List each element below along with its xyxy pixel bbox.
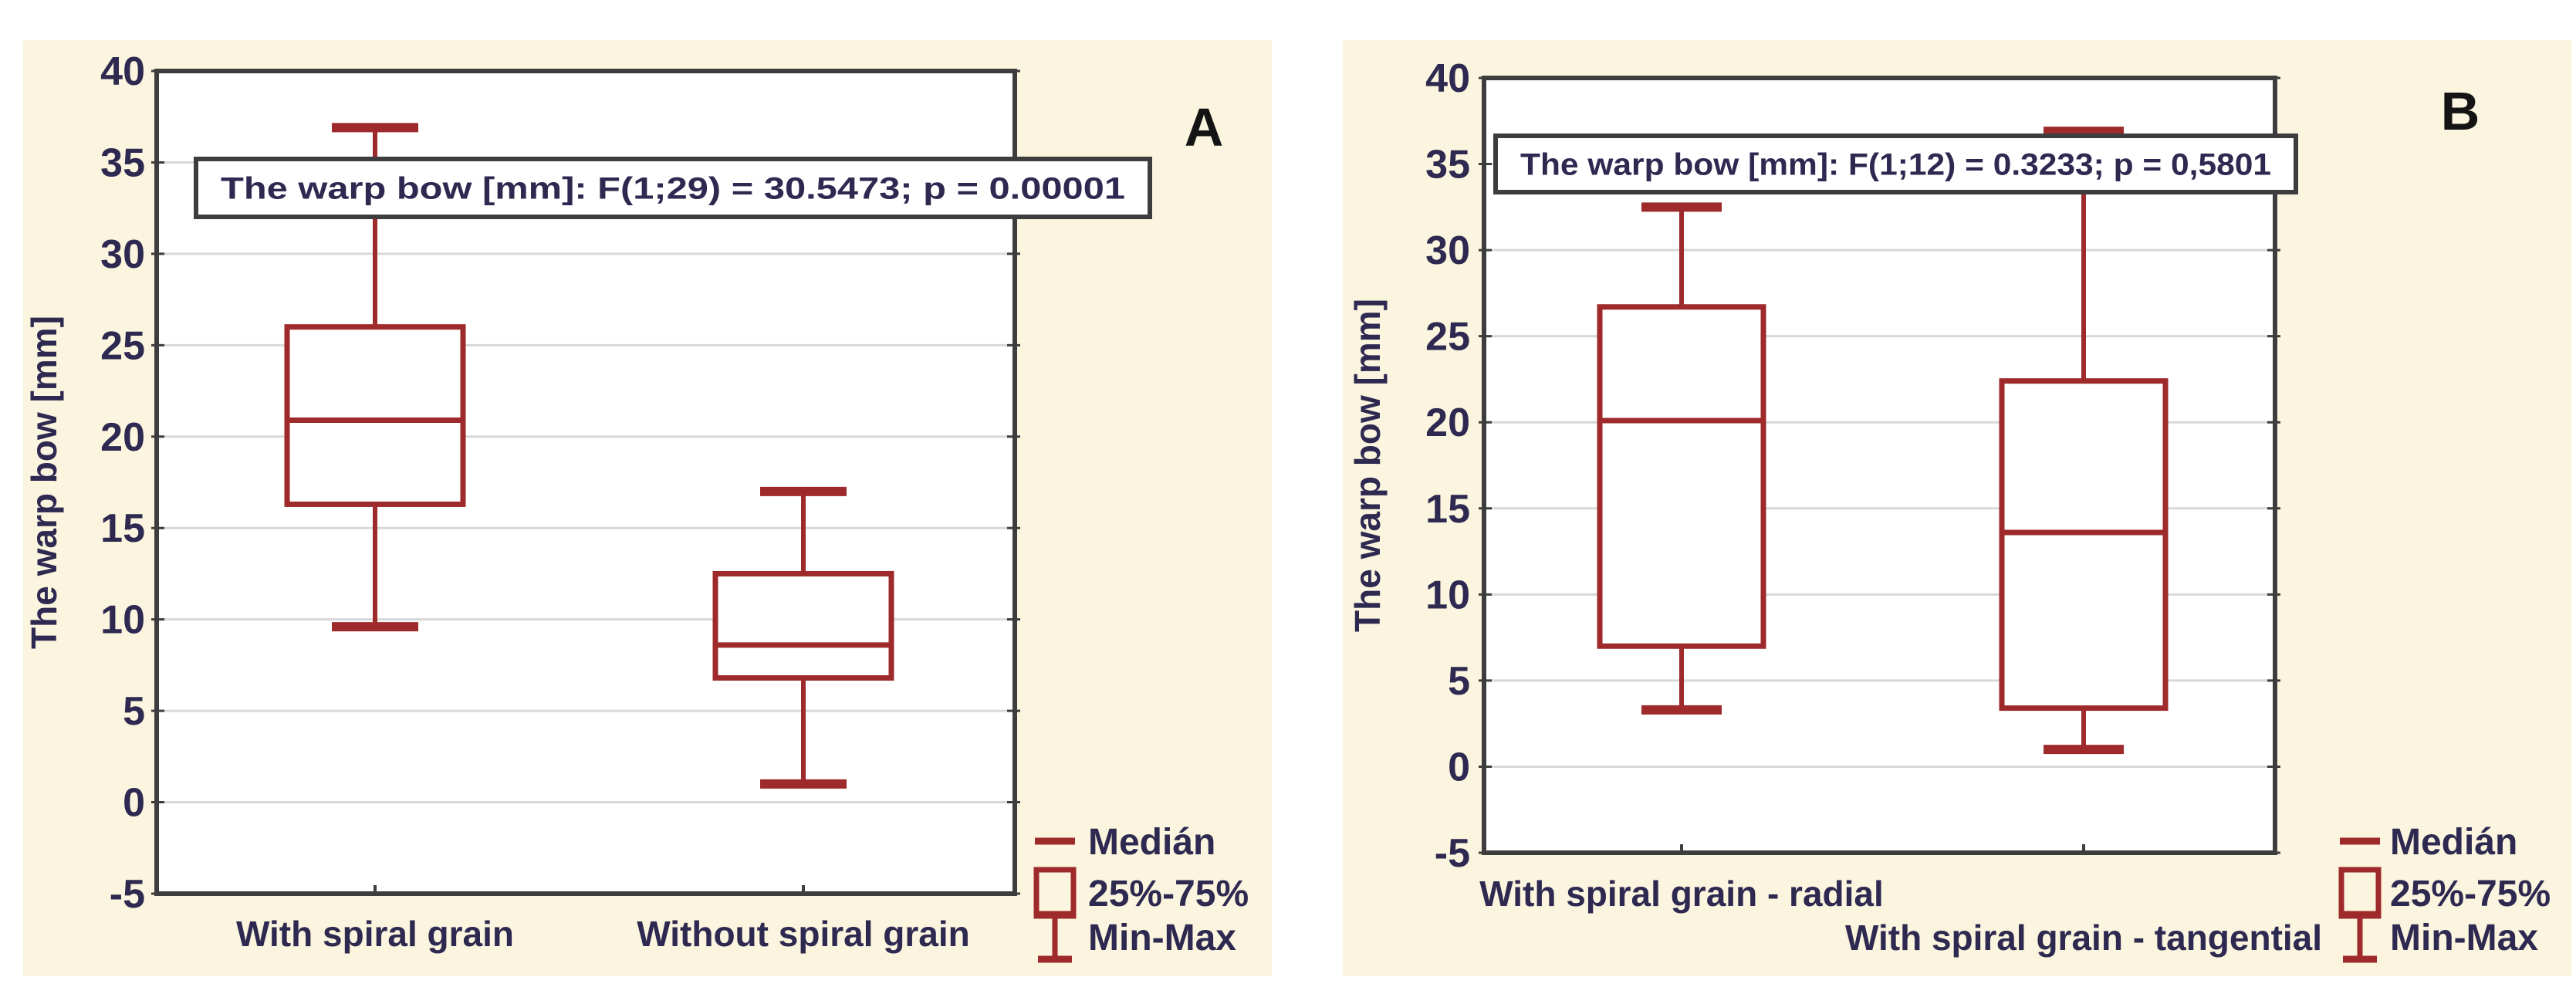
y-tick-label: 40 [1425, 56, 1470, 101]
legend-label: Min-Max [1088, 918, 1236, 958]
panel-letter-a: A [1184, 97, 1224, 157]
y-tick-label: 0 [1448, 745, 1470, 789]
box-series-2 [712, 486, 894, 789]
iqr-box [1597, 304, 1766, 649]
iqr-box [1999, 378, 2169, 712]
iqr-box [284, 324, 466, 507]
iqr-box [712, 570, 894, 681]
box-series-1 [1597, 202, 1766, 715]
annotation-box [194, 157, 1152, 219]
legend-label: Min-Max [2390, 918, 2538, 958]
y-tick-label: 35 [100, 140, 145, 185]
y-tick-label: 20 [1425, 401, 1470, 445]
legend-label: 25%-75% [1088, 874, 1249, 914]
y-tick-label: 40 [100, 49, 145, 94]
y-tick-label: 5 [1448, 659, 1470, 704]
x-category-label: With spiral grain - tangential [1845, 918, 2322, 958]
y-tick-label: 15 [1425, 487, 1470, 532]
y-tick-label: 5 [123, 689, 145, 734]
x-category-label: With spiral grain - radial [1479, 874, 1884, 914]
annotation-box [1493, 134, 2298, 194]
plot-frame [154, 69, 1017, 896]
box-rect-icon [1033, 867, 1077, 919]
y-tick-label: 20 [100, 415, 145, 460]
x-category-label: Without spiral grain [637, 914, 969, 954]
boxplot-chart-a: 40 35 30 25 20 15 10 5 0 -5 The warp bow [mm] With … [24, 49, 1249, 963]
panel-b: 40 35 30 25 20 15 10 5 0 -5 The warp bow [mm] With … [1343, 40, 2571, 976]
y-axis-title: The warp bow [mm] [24, 316, 64, 649]
panel-letter-b: B [2440, 81, 2480, 141]
plot-frame [1482, 76, 2277, 855]
y-tick-label: 0 [123, 781, 145, 826]
y-tick-label: 15 [100, 506, 145, 551]
legend-label: 25%-75% [2390, 874, 2551, 914]
legend-item-2 [2338, 867, 2382, 919]
legend-item-3 [1038, 911, 1072, 963]
legend-label: Medián [2390, 822, 2517, 863]
legend-item-2 [1033, 867, 1077, 919]
y-tick-label: 35 [1425, 143, 1470, 188]
y-tick-label: 25 [1425, 315, 1470, 360]
box-rect-icon [2338, 867, 2382, 919]
y-tick-label: 10 [100, 598, 145, 643]
annotation-text: The warp bow [mm]: F(1;29) = 30.5473; p … [221, 172, 1125, 206]
y-tick-label: 30 [100, 232, 145, 277]
box-series-2 [1999, 127, 2169, 755]
y-tick-label: -5 [1435, 831, 1470, 876]
y-tick-label: 25 [100, 323, 145, 368]
annotation-text: The warp bow [mm]: F(1;12) = 0.3233; p =… [1520, 148, 2271, 182]
boxplot-chart-b: 40 35 30 25 20 15 10 5 0 -5 The warp bow [mm] With … [1347, 56, 2551, 963]
y-tick-label: 10 [1425, 573, 1470, 617]
y-axis-title: The warp bow [mm] [1347, 299, 1388, 632]
y-tick-label: -5 [110, 872, 145, 917]
legend-label: Medián [1088, 822, 1215, 863]
y-tick-label: 30 [1425, 228, 1470, 273]
x-category-label: With spiral grain [236, 914, 514, 954]
panel-a: 40 35 30 25 20 15 10 5 0 -5 The warp bow [mm] With … [23, 40, 1272, 976]
legend-item-3 [2343, 911, 2377, 963]
